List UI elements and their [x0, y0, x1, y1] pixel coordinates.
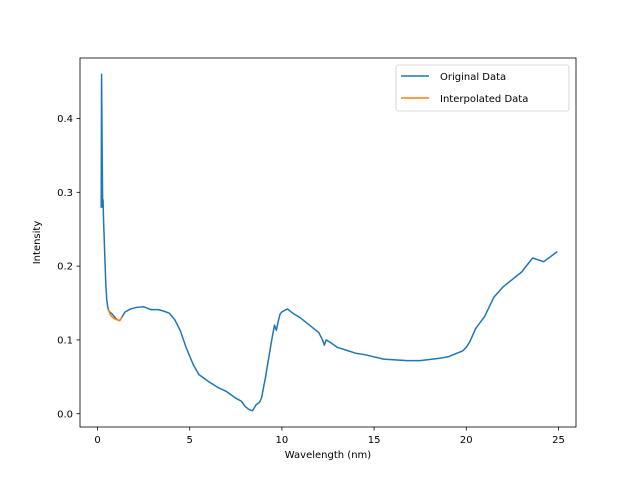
- x-tick-label: 5: [187, 435, 193, 446]
- x-tick-label: 0: [94, 435, 100, 446]
- series-layer: [100, 73, 558, 412]
- series-line-1: [100, 73, 558, 412]
- y-tick-label: 0.2: [57, 262, 73, 273]
- y-tick-label: 0.0: [57, 409, 73, 420]
- x-tick-label: 25: [552, 435, 565, 446]
- legend-box: [395, 64, 570, 112]
- y-tick-label: 0.4: [57, 114, 73, 125]
- x-tick-label: 20: [460, 435, 473, 446]
- y-tick-label: 0.1: [57, 336, 73, 347]
- x-tick-label: 10: [276, 435, 289, 446]
- plot-frame: [79, 57, 577, 428]
- y-axis-ticks: 0.0 0.1 0.2 0.3 0.4: [57, 114, 80, 420]
- legend-label-2: Interpolated Data: [440, 94, 528, 105]
- legend-label-1: Original Data: [440, 72, 506, 83]
- y-axis-label: Intensity: [32, 221, 43, 265]
- x-axis-label: Wavelength (nm): [285, 450, 371, 461]
- series-line-2: [107, 309, 123, 322]
- legend: Original Data Interpolated Data: [395, 64, 570, 112]
- y-tick-label: 0.3: [57, 188, 73, 199]
- x-tick-label: 15: [368, 435, 381, 446]
- x-axis-ticks: 0 5 10 15 20 25: [94, 427, 565, 446]
